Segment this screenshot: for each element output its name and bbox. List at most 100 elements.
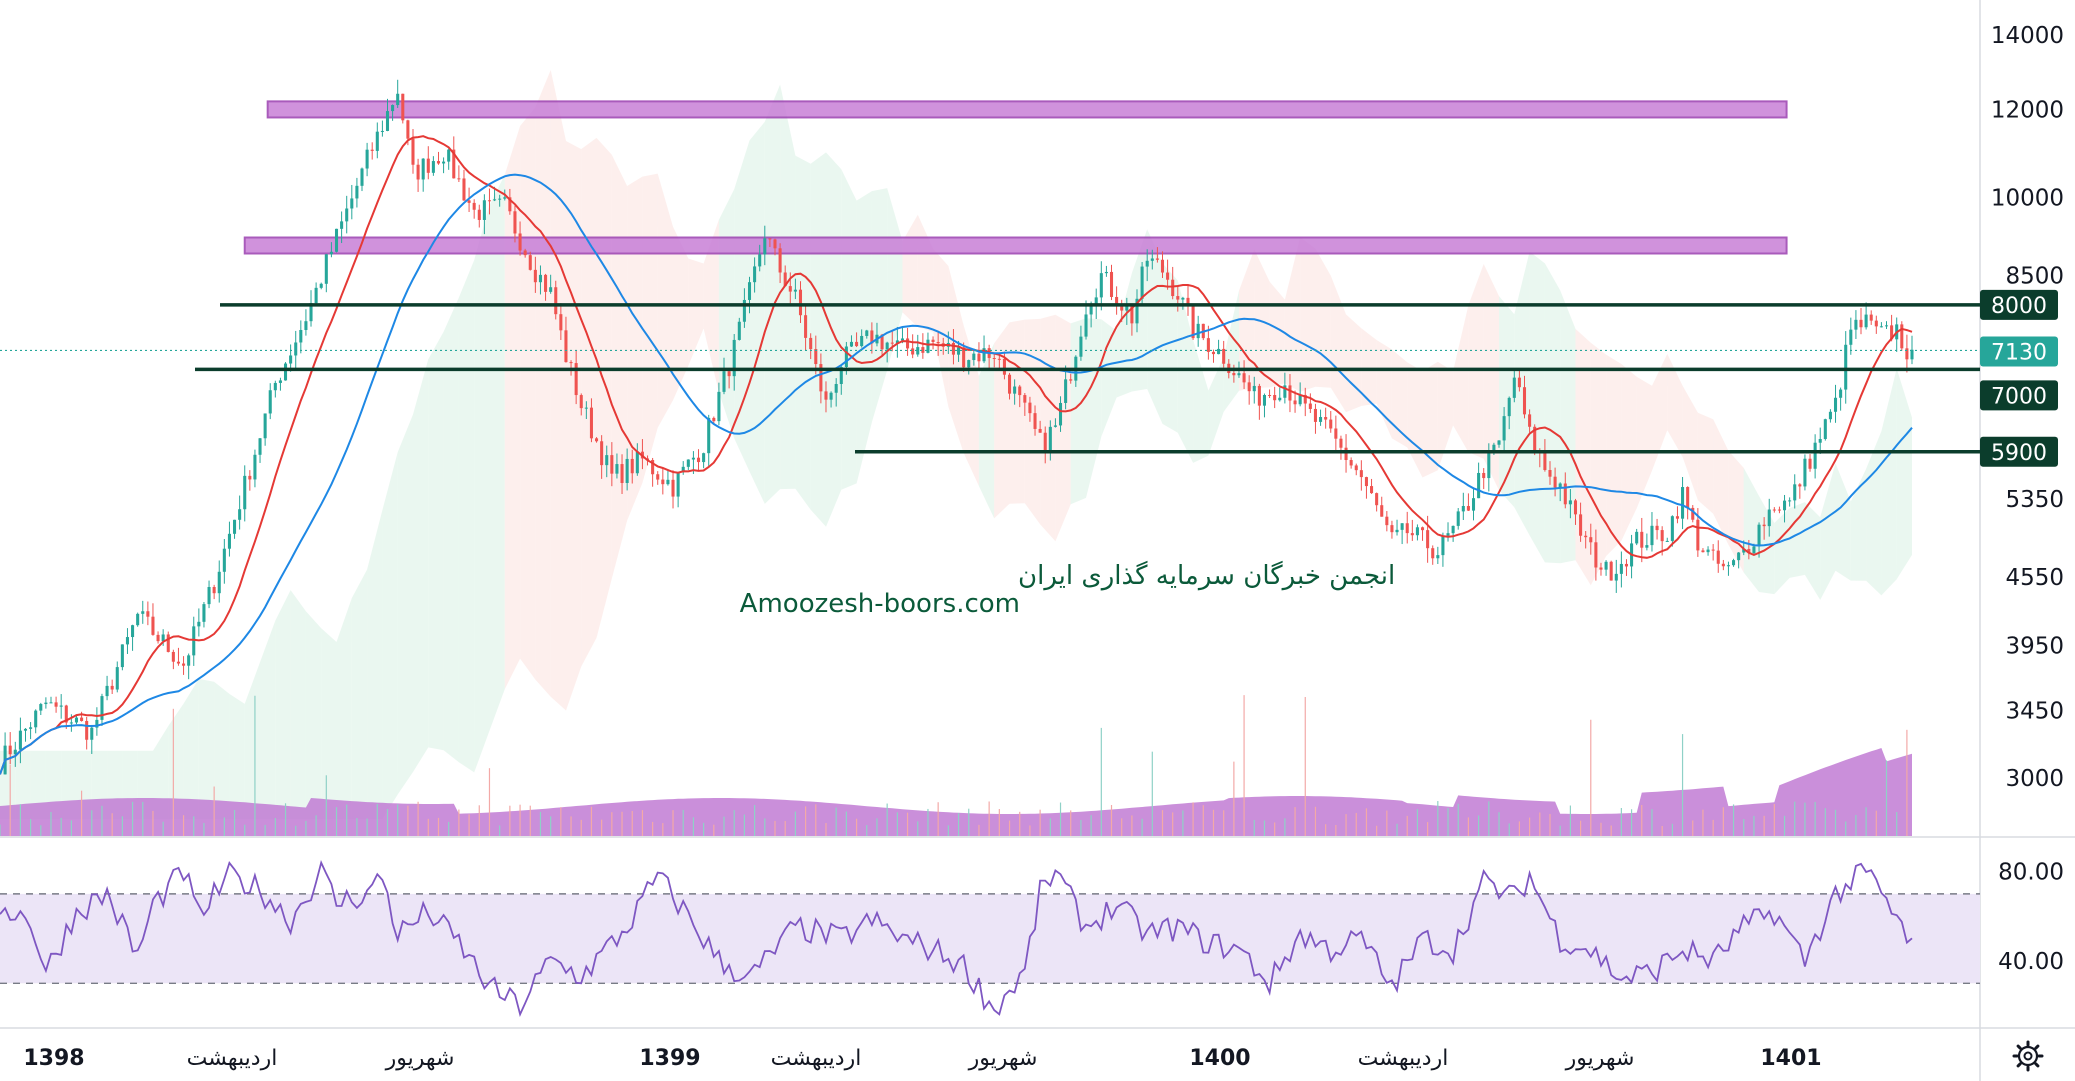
candle-body [1522,387,1527,415]
cloud-segment [1040,314,1056,542]
cloud-segment [168,703,184,820]
candle-body [600,441,604,466]
cloud-segment [948,266,964,453]
cloud-segment [826,152,842,527]
candle-body [482,200,486,220]
candle-body [538,274,542,283]
candle-body [385,111,390,131]
candle-body [212,586,216,594]
cloud-segment [1208,356,1224,456]
candle-body [605,455,609,466]
price-tick: 5350 [2005,487,2064,513]
candle-body [1818,438,1822,443]
candle-body [1446,533,1450,536]
candle-body [1823,419,1827,439]
candle-body [1665,540,1669,542]
candle-body [656,474,660,480]
candle-body [1910,349,1914,360]
candle-body [1890,325,1894,340]
candle-body [1375,493,1379,506]
candle-body [1808,458,1812,469]
cloud-segment [275,590,291,820]
candle-body [176,661,180,664]
candle-body [737,321,741,340]
cloud-segment [321,628,337,820]
cloud-segment [1422,361,1438,478]
ma-slow-line [0,173,1913,775]
cloud-segment [1804,502,1821,600]
cloud-segment [1483,264,1499,491]
candle-body [1008,374,1012,394]
candle-body [161,634,165,642]
candle-body [717,391,721,422]
candle-body [1543,453,1547,471]
candle-body [426,158,430,173]
cloud-segment [1086,318,1102,498]
candle-body [350,198,354,209]
cloud-segment [887,188,903,371]
candle-body [900,338,904,341]
candle-body [1155,258,1159,260]
candle-body [732,339,736,377]
candle-body [691,457,695,460]
candle-body [95,719,99,728]
candle-body [1359,470,1363,478]
candle-body [263,413,267,439]
cloud-segment [688,258,704,366]
candle-body [1252,385,1256,392]
cloud-segment [856,191,872,484]
candle-body [931,339,935,342]
cloud-segment [978,343,995,519]
level-badge-text-8000: 8000 [1991,294,2047,319]
candle-body [1558,483,1562,488]
cloud-segment [397,414,413,795]
candle-body [977,353,981,362]
gear-icon[interactable] [2012,1040,2044,1072]
cloud-segment [458,260,475,773]
cloud-segment [1330,275,1346,413]
candle-body [1268,394,1272,396]
candle-body [23,728,28,731]
candle-body [487,200,492,202]
candle-body [911,348,915,355]
candle-body [819,364,823,392]
level-badge-text-7000: 7000 [1991,384,2047,409]
price-tick: 4550 [2005,565,2064,591]
candle-body [1109,271,1114,297]
candle-body [1752,546,1756,554]
candle-body [182,663,186,666]
cloud-segment [1881,368,1897,596]
cloud-segment [1315,248,1331,388]
candle-body [1879,326,1883,328]
cloud-segment [1070,318,1086,505]
candle-body [666,479,670,485]
cloud-segment [15,750,31,820]
candle-body [1380,505,1384,517]
candle-body [523,250,527,256]
candle-body [1686,487,1690,508]
candle-body [1023,395,1027,403]
cloud-segment [1437,361,1454,471]
cloud-segment [1254,249,1270,389]
candle-body [192,626,196,656]
candle-body [447,149,451,162]
candle-body [885,342,889,350]
candle-body [1339,438,1343,448]
candle-body [686,459,690,467]
candle-body [1803,458,1807,487]
candle-body [1431,548,1435,559]
candle-body [753,266,757,283]
cloud-segment [489,174,505,731]
cloud-segment [1560,290,1576,564]
candle-body [493,199,497,201]
candle-body [421,158,425,180]
cloud-segment [1866,431,1882,596]
candle-body [1711,549,1715,551]
candle-body [1528,414,1532,427]
price-tick: 3000 [2005,766,2064,792]
rsi-band [0,893,1980,984]
cloud-segment [382,452,398,820]
candle-body [1589,537,1593,543]
candle-body [1839,389,1843,398]
